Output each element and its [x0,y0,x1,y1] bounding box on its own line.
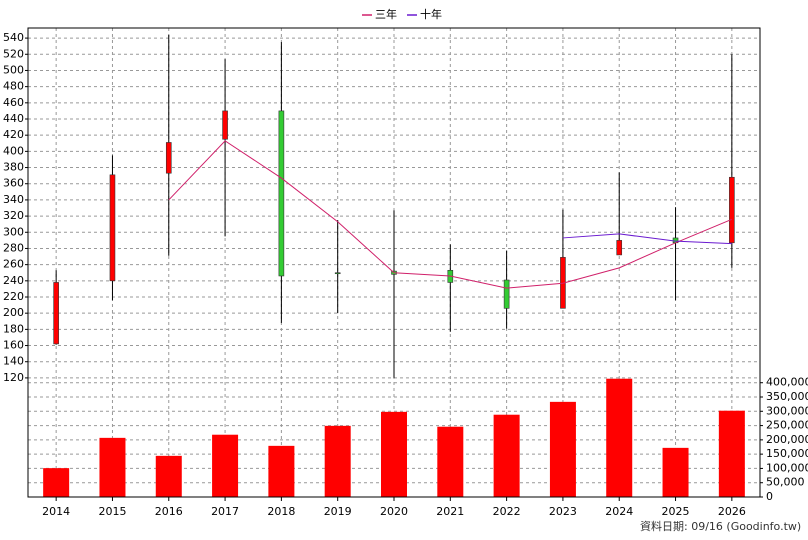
candle-body [334,272,341,275]
y-tick-label: 520 [3,47,24,60]
volume-bar [268,445,295,497]
candle-body [729,176,735,244]
y-tick-label: 340 [3,193,24,206]
ma-line [168,140,733,289]
y-tick-label: 500 [3,63,24,76]
x-tick-label: 2023 [549,505,577,518]
x-tick-label: 2014 [42,505,70,518]
footnote: 資料日期: 09/16 (Goodinfo.tw) [640,519,801,533]
volume-bar [381,411,407,497]
y2-tick-label: 400,000 [766,376,808,389]
x-tick-label: 2024 [605,505,633,518]
x-tick-label: 2021 [436,505,464,518]
y-tick-label: 360 [3,177,24,190]
candle-body [53,282,59,345]
y-tick-label: 300 [3,225,24,238]
y-tick-label: 420 [3,128,24,141]
volume-bar [212,434,239,497]
y-tick-label: 280 [3,241,24,254]
x-tick-label: 2020 [380,505,408,518]
legend-label: 三年 [375,7,397,21]
y-tick-label: 440 [3,112,24,125]
x-tick-label: 2019 [324,505,352,518]
x-tick-label: 2022 [493,505,521,518]
volume-bar [493,414,520,497]
candle-body [616,240,623,256]
y-tick-label: 480 [3,80,24,93]
y-tick-label: 540 [3,31,24,44]
x-tick-label: 2025 [662,505,690,518]
y-tick-label: 160 [3,339,24,352]
x-tick-label: 2018 [267,505,295,518]
x-tick-label: 2017 [211,505,239,518]
y2-tick-label: 50,000 [766,476,805,489]
x-tick-label: 2016 [155,505,183,518]
candle-body [222,110,228,140]
y2-tick-label: 150,000 [766,447,808,460]
y-tick-label: 120 [3,371,24,384]
y2-tick-label: 300,000 [766,404,808,417]
y-tick-label: 140 [3,355,24,368]
candle-body [278,110,285,277]
y2-tick-label: 200,000 [766,433,808,446]
volume-bar [324,425,351,497]
ma-line [562,233,732,245]
y-tick-label: 460 [3,96,24,109]
volume-bar [718,410,745,497]
volume-bar [549,401,576,497]
candle-body [503,279,510,309]
y-tick-label: 220 [3,290,24,303]
x-tick-label: 2015 [98,505,126,518]
y2-tick-label: 0 [766,490,773,503]
y2-tick-label: 350,000 [766,390,808,403]
y-tick-label: 200 [3,306,24,319]
y-tick-label: 400 [3,144,24,157]
volume-bar [43,468,70,497]
y-tick-label: 320 [3,209,24,222]
x-tick-label: 2026 [718,505,746,518]
candle-body [165,142,172,174]
volume-bar [437,426,464,497]
y2-tick-label: 250,000 [766,419,808,432]
candle-body [109,174,116,282]
y-tick-label: 260 [3,258,24,271]
volume-bar [99,437,126,497]
volume-bar [606,378,633,497]
y-tick-label: 180 [3,322,24,335]
y-tick-label: 380 [3,161,24,174]
y-tick-label: 240 [3,274,24,287]
y2-tick-label: 100,000 [766,461,808,474]
volume-bar [155,455,182,497]
legend-label: 十年 [420,7,442,21]
volume-bar [662,447,689,497]
